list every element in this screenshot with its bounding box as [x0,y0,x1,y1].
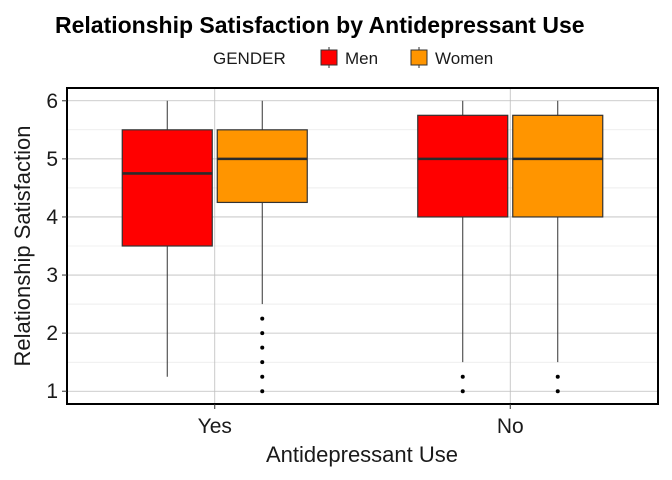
outlier-point [260,345,265,350]
legend-title: GENDER [213,49,286,68]
outlier-point [260,331,265,336]
outlier-point [460,374,465,379]
box-men-yes [121,100,213,377]
box-iqr [417,114,509,218]
plot-panel-border [66,87,659,405]
legend-key-women [410,49,428,66]
x-tick-label: No [497,415,524,438]
y-axis: 1 2 3 4 5 6 [46,90,67,403]
y-tick-label: 1 [46,380,58,403]
outlier-point [460,389,465,394]
y-tick-label: 3 [46,264,58,287]
box-men-no [417,100,509,394]
x-axis-label: Antidepressant Use [266,442,458,467]
box-iqr [216,129,308,204]
box-women-yes [216,100,308,394]
y-tick-label: 2 [46,322,58,345]
legend-label-women: Women [435,49,493,68]
box-iqr [512,114,604,218]
box-women-no [512,100,604,394]
legend-label-men: Men [345,49,378,68]
y-tick-label: 4 [46,206,58,229]
box-iqr [121,129,213,247]
legend-item-men: Men [320,47,378,68]
x-axis: Yes No [198,404,524,438]
y-tick-label: 6 [46,90,58,113]
outlier-point [260,374,265,379]
outlier-point [260,389,265,394]
chart-title: Relationship Satisfaction by Antidepress… [55,12,585,38]
legend: GENDER Men Women [213,47,493,68]
y-axis-label: Relationship Satisfaction [10,126,35,367]
outlier-point [260,360,265,365]
legend-key-men [320,49,338,66]
outlier-point [555,374,560,379]
y-tick-label: 5 [46,148,58,171]
boxes [121,100,604,394]
outlier-point [555,389,560,394]
x-tick-label: Yes [198,415,232,438]
outlier-point [260,316,265,321]
legend-item-women: Women [410,47,493,68]
